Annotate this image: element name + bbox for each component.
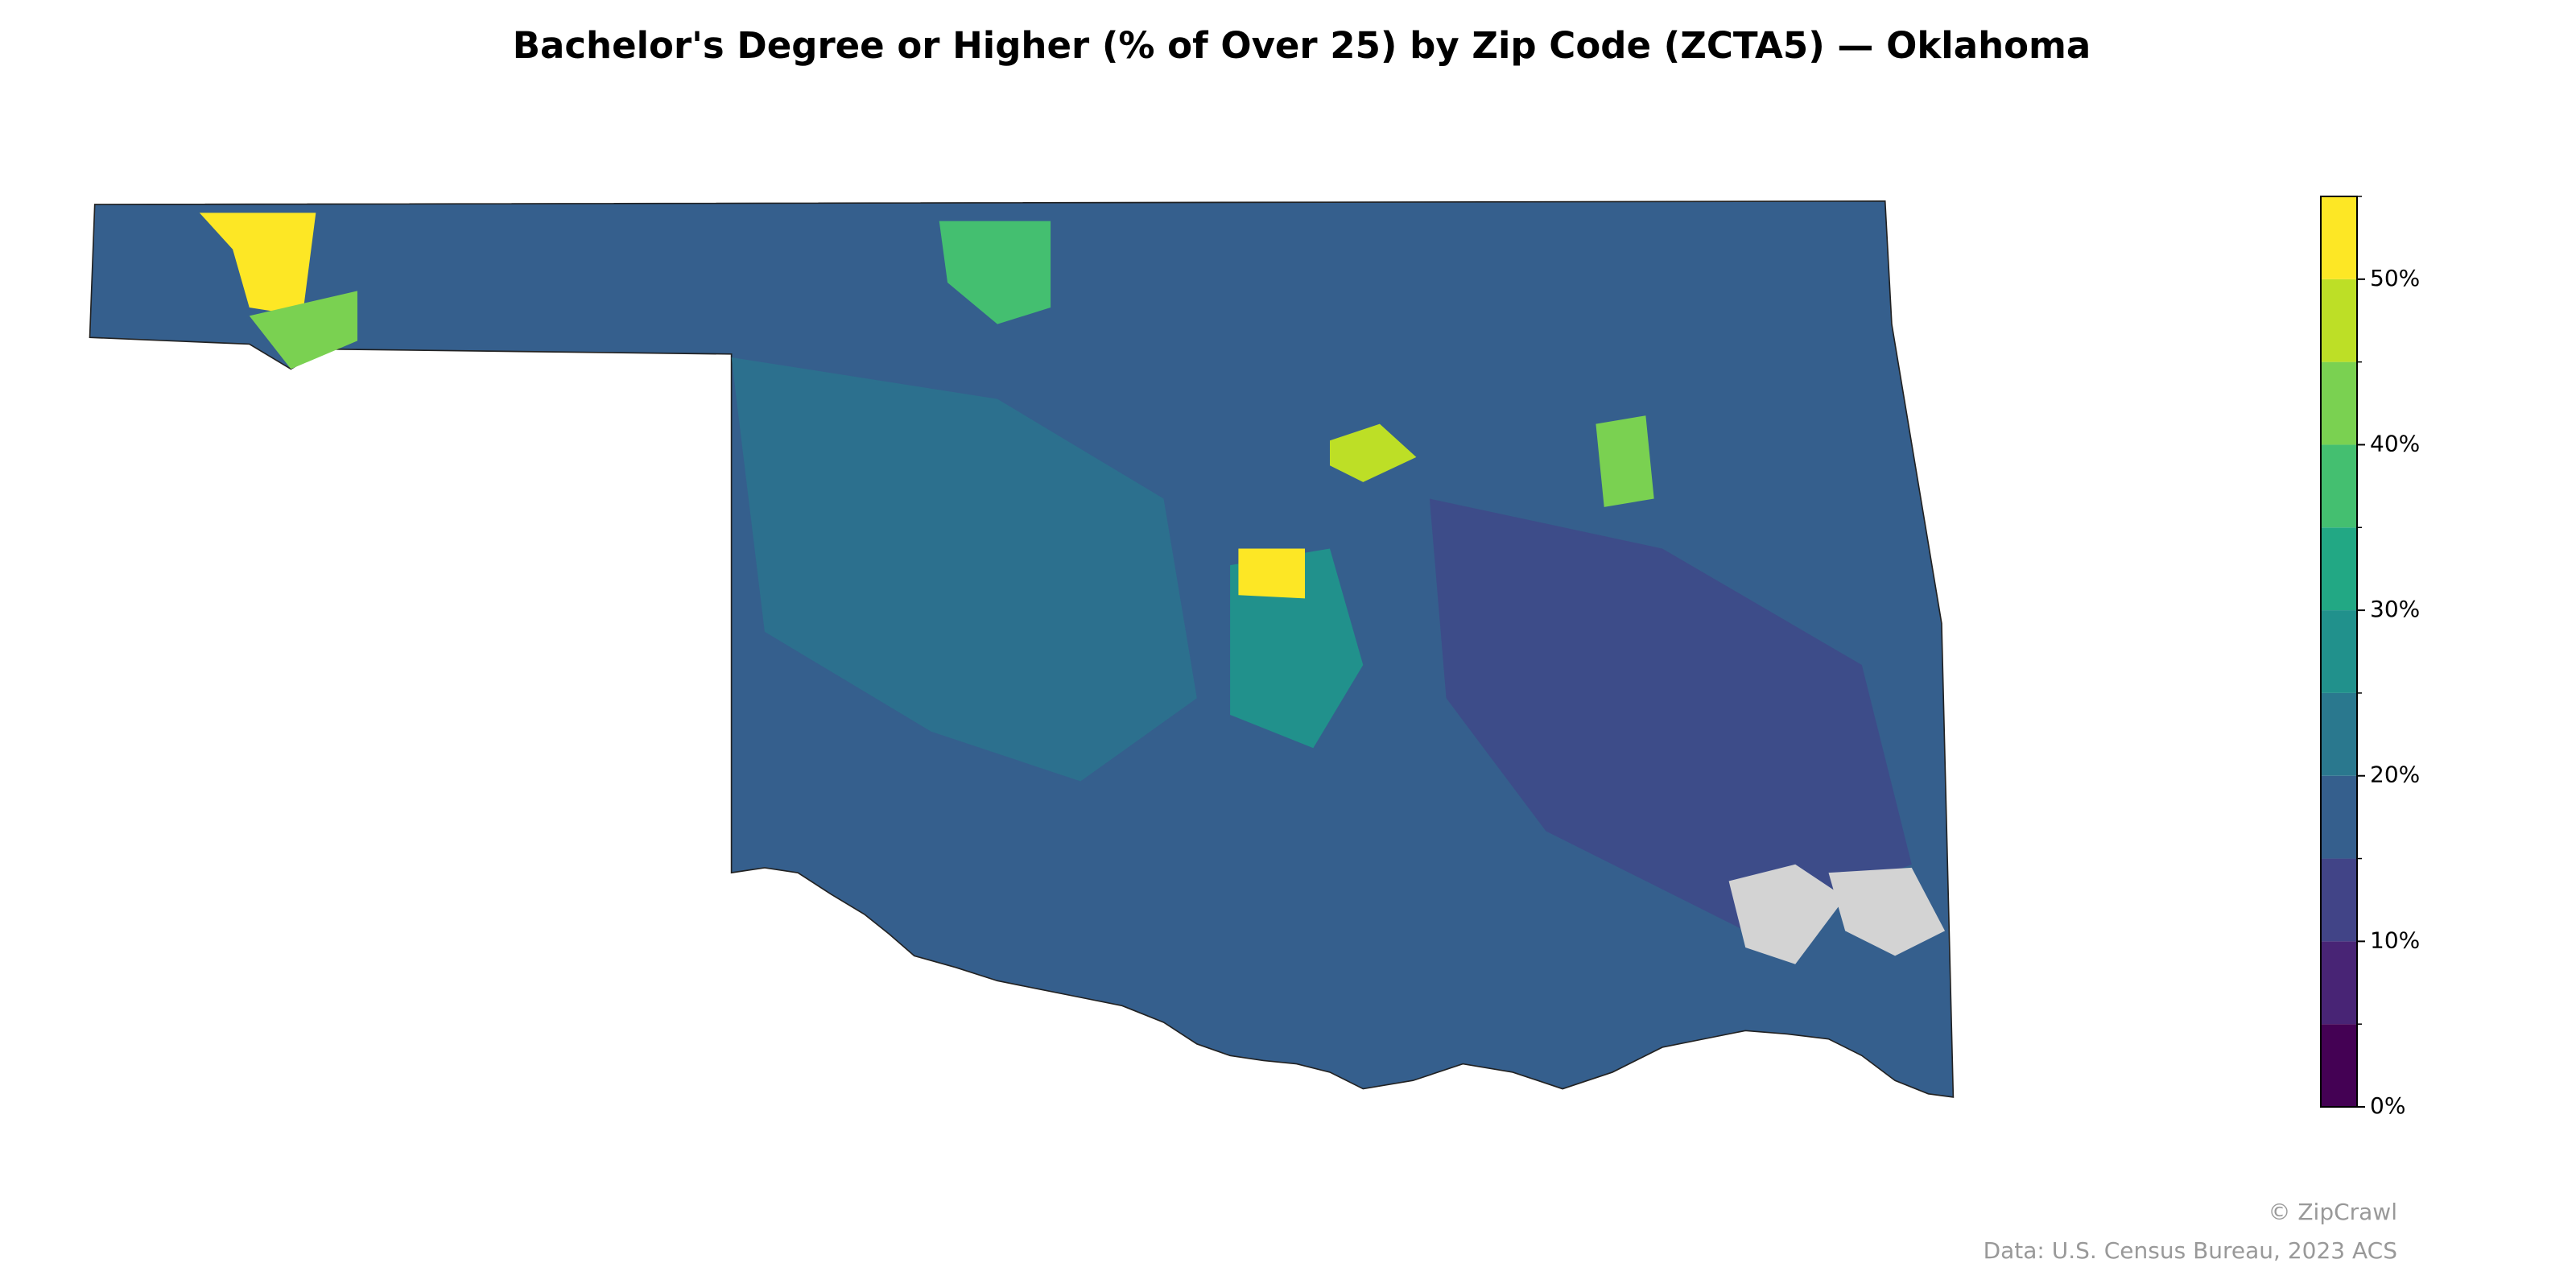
source: Data: U.S. Census Bureau, 2023 ACS [1984,1237,2397,1264]
colorbar-tick-label: 30% [2370,596,2420,622]
colorbar-bin [2321,279,2357,362]
colorbar-tick-label: 0% [2370,1092,2405,1119]
colorbar-bin [2321,775,2357,859]
colorbar-tick-label: 10% [2370,927,2420,953]
region-shade [1330,423,1417,482]
colorbar-tick-label: 40% [2370,430,2420,456]
state-map [89,200,1955,1098]
region-shade [1230,548,1364,749]
colorbar-tick-label: 50% [2370,265,2420,291]
colorbar: 0% 10% 20% 30% 40% 50% [2320,196,2420,1119]
colorbar-bin [2321,196,2357,279]
colorbar-bin [2321,527,2357,611]
map-title: Bachelor's Degree or Higher (% of Over 2… [513,24,2091,67]
colorbar-bin [2321,858,2357,942]
colorbar-bin [2321,1024,2357,1107]
colorbar-bin [2321,610,2357,693]
credit: © ZipCrawl [2268,1199,2397,1225]
region-shade [1728,864,1846,964]
region-shade [1828,867,1946,956]
region-shade [1596,415,1654,507]
colorbar-bin [2321,692,2357,776]
region-shade [199,213,316,316]
region-shade [1429,498,1912,931]
colorbar-bin [2321,444,2357,528]
region-shade [249,291,357,369]
colorbar-frame [2320,196,2358,1108]
colorbar-bin [2321,941,2357,1025]
colorbar-bin [2321,361,2357,445]
region-shade [1238,548,1306,599]
region-shade [939,221,1051,324]
region-shade [731,357,1197,782]
colorbar-tick-label: 20% [2370,762,2420,788]
